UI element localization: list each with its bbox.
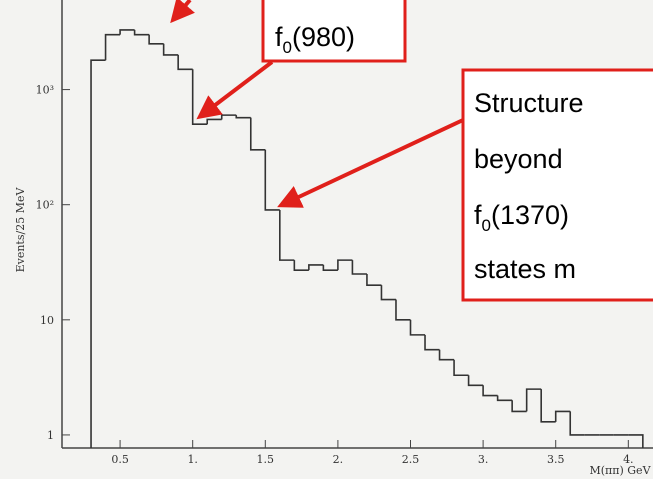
histogram-bin: [569, 411, 585, 436]
annotation-box: [461, 68, 653, 302]
y-tick-label: 10²: [36, 199, 54, 212]
histogram-bin: [438, 349, 455, 361]
histogram-bin: [380, 285, 396, 301]
histogram-bin: [628, 434, 644, 448]
histogram-bin: [424, 334, 440, 351]
histogram-bin: [119, 29, 135, 35]
histogram-bin: [206, 118, 222, 125]
histogram-bin: [104, 33, 121, 61]
y-axis-label: Events/25 MeV: [14, 187, 27, 273]
histogram-bin: [148, 34, 164, 45]
x-axis-label: M(ππ) GeV: [589, 464, 651, 477]
x-tick-label: 1.: [187, 453, 198, 466]
histogram-bin: [162, 43, 179, 56]
histogram-bin: [235, 115, 251, 119]
annotation-2: Structure beyond f0(1370) states m: [461, 68, 653, 302]
annotation-line: beyond: [474, 144, 563, 174]
histogram-bin: [264, 149, 280, 211]
annotation-line: f0(1370): [474, 200, 569, 235]
histogram-bin: [554, 410, 571, 422]
x-tick-label: 4.: [623, 453, 634, 466]
histogram-bin: [308, 264, 324, 271]
annotation-1: f0(980): [261, 0, 407, 63]
x-tick-label: 1.5: [257, 453, 275, 466]
annotation-line: Structure: [474, 88, 584, 118]
histogram-bin: [279, 209, 295, 261]
histogram-bin: [496, 395, 513, 402]
annotation-box: [261, 0, 407, 63]
y-tick-label: 1: [47, 429, 54, 442]
histogram-bin: [322, 264, 338, 271]
histogram-bin: [337, 259, 353, 271]
histogram-bin: [409, 319, 426, 336]
histogram-bin: [511, 400, 527, 413]
annotation-line: states m: [474, 254, 576, 284]
histogram-bin: [90, 59, 106, 448]
histogram-bin: [133, 29, 150, 36]
histogram-bin: [525, 388, 542, 412]
x-tick-label: 2.: [333, 453, 344, 466]
histogram-bin: [177, 54, 193, 71]
arrow: [277, 118, 464, 208]
arrow: [196, 60, 274, 120]
x-tick-label: 3.: [478, 453, 489, 466]
x-tick-label: 3.5: [547, 453, 565, 466]
histogram-bin: [395, 299, 411, 321]
y-tick-label: 10: [40, 314, 54, 327]
plot: 1 10 10² 10³ 0.5 1. 1.5 2. 2.5 3. 3.5 4.: [36, 0, 653, 466]
arrows: [170, 0, 464, 208]
histogram-bin: [540, 389, 556, 423]
x-tick-label: 0.5: [111, 453, 129, 466]
histogram-bin: [249, 117, 266, 151]
annotation-text: f0(980): [275, 22, 355, 57]
histogram-bin: [293, 260, 309, 271]
histogram-bin: [453, 359, 469, 377]
histogram-bin: [482, 385, 498, 397]
x-tick-label: 2.5: [402, 453, 420, 466]
histogram-bin: [351, 260, 367, 275]
y-tick-label: 10³: [36, 84, 54, 97]
histogram-bin: [366, 274, 382, 286]
histogram-bin: [467, 375, 484, 387]
arrow: [170, 0, 195, 24]
histogram-bin: [191, 69, 208, 126]
